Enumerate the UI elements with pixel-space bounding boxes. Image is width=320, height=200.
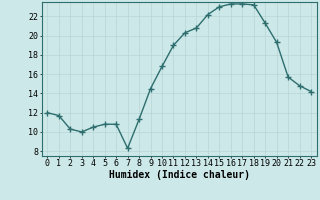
X-axis label: Humidex (Indice chaleur): Humidex (Indice chaleur) — [109, 170, 250, 180]
